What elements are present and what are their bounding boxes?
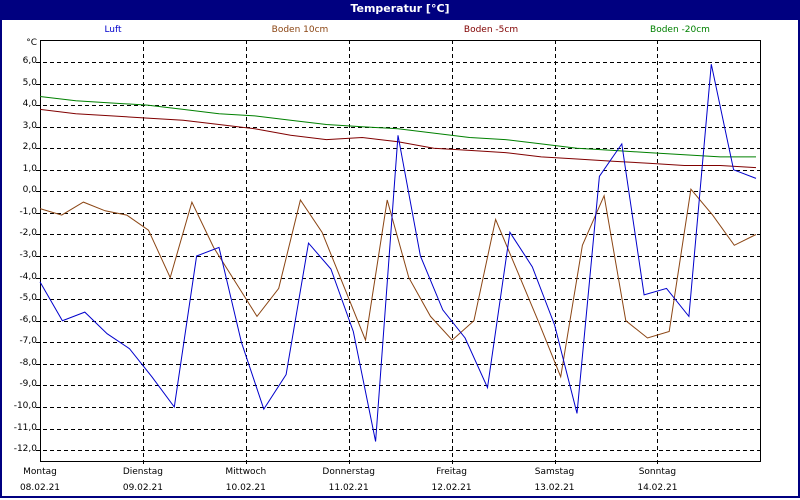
series-luft: [39, 64, 757, 442]
x-tick-day: Samstag: [534, 467, 575, 477]
y-tick-label: -9,0: [19, 379, 37, 390]
y-tick-label: -4,0: [19, 271, 37, 282]
y-tick-label: -1,0: [19, 206, 37, 217]
y-tick-label: -10,0: [13, 400, 37, 411]
y-tick-label: -2,0: [19, 228, 37, 239]
x-tick-day: Montag: [23, 467, 57, 477]
x-tick-date: 13.02.21: [534, 483, 575, 493]
y-axis-unit: °C: [26, 38, 37, 48]
x-tick-day: Donnerstag: [322, 467, 375, 477]
y-tick-label: -11,0: [13, 422, 37, 433]
y-tick-label: 1,0: [22, 163, 37, 174]
x-tick-day: Dienstag: [122, 467, 163, 477]
x-tick-day: Sonntag: [638, 467, 677, 477]
x-tick-date: 10.02.21: [225, 483, 266, 493]
x-tick-date: 08.02.21: [19, 483, 61, 493]
y-tick-label: 2,0: [22, 142, 37, 153]
window-title: Temperatur [°C]: [0, 0, 800, 20]
x-tick-date: 14.02.21: [637, 483, 678, 493]
x-tick-date: 11.02.21: [328, 483, 369, 493]
y-tick-label: -7,0: [19, 336, 37, 347]
y-tick-label: -5,0: [19, 293, 37, 304]
legend-item: Boden -5cm: [463, 25, 519, 35]
legend-item: Boden 10cm: [271, 25, 329, 35]
y-tick-label: 6,0: [22, 56, 37, 66]
y-tick-label: -8,0: [19, 357, 37, 368]
y-tick-label: 0,0: [22, 185, 37, 196]
y-tick-label: 3,0: [22, 120, 37, 131]
x-tick-date: 12.02.21: [431, 483, 472, 493]
gridlines: [36, 40, 760, 466]
legend-item: Boden -20cm: [650, 25, 710, 35]
plot-border: [40, 40, 761, 462]
y-tick-label: 5,0: [22, 77, 37, 88]
legend-item: Luft: [104, 25, 122, 35]
y-tick-label: -12,0: [13, 444, 37, 455]
y-tick-label: -3,0: [19, 250, 37, 261]
x-tick-date: 09.02.21: [122, 483, 163, 493]
y-tick-label: -6,0: [19, 314, 37, 325]
x-tick-day: Freitag: [436, 467, 467, 477]
x-tick-day: Mittwoch: [225, 467, 267, 477]
series-boden-10cm: [39, 188, 757, 379]
series-boden-20cm: [39, 96, 756, 158]
y-tick-label: 4,0: [22, 99, 37, 110]
